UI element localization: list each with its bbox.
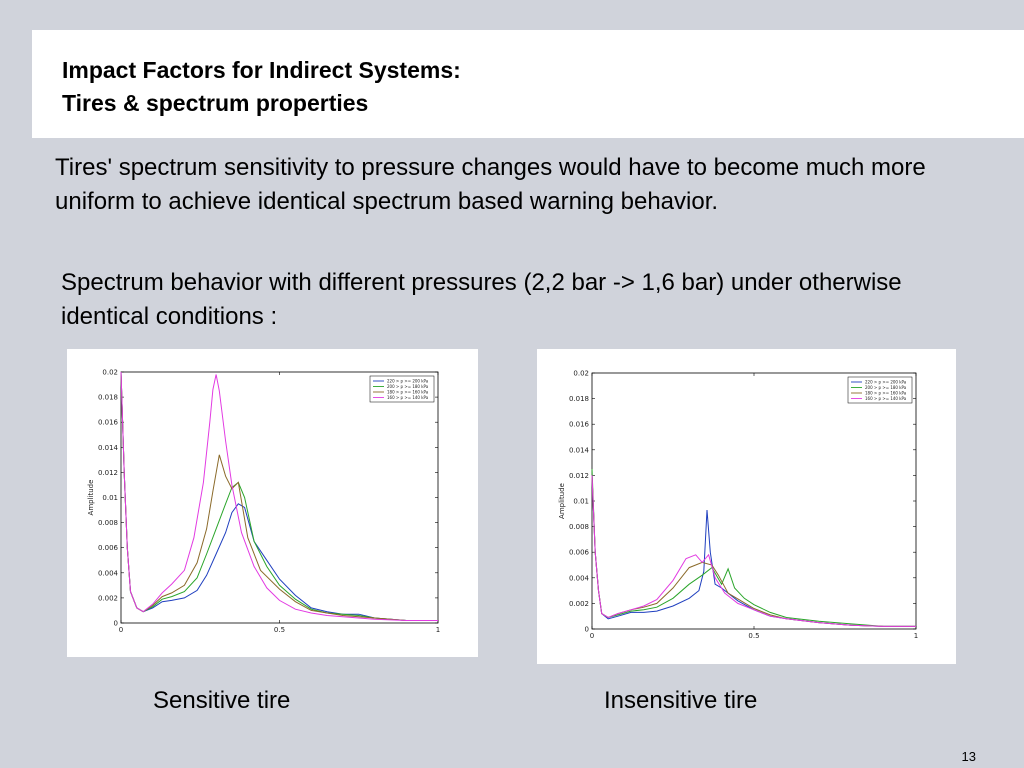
legend-entry-label: 200 > p >= 180 kPa bbox=[865, 385, 907, 390]
y-axis-label: Amplitude bbox=[87, 480, 95, 516]
y-tick-label: 0.02 bbox=[102, 369, 118, 377]
slide-title-line-2: Tires & spectrum properties bbox=[62, 90, 369, 116]
x-tick-label: 0 bbox=[119, 626, 123, 634]
chart-insensitive-tire: 0 0.002 0.004 0.006 0.008 0.01 0.012 0.014 0.016… bbox=[537, 349, 956, 664]
caption-sensitive-tire: Sensitive tire bbox=[153, 687, 291, 714]
y-tick-label: 0.016 bbox=[569, 421, 590, 429]
caption-insensitive-tire: Insensitive tire bbox=[604, 687, 758, 714]
title-band bbox=[32, 30, 1024, 138]
y-tick-label: 0.01 bbox=[102, 494, 118, 502]
x-tick-label: 0.5 bbox=[274, 626, 285, 634]
y-tick-label: 0.012 bbox=[98, 469, 118, 477]
legend-entry-label: 180 > p >= 160 kPa bbox=[387, 389, 429, 394]
y-tick-label: 0.002 bbox=[98, 594, 118, 602]
paragraph-sensitivity: Tires' spectrum sensitivity to pressure … bbox=[55, 154, 926, 215]
x-tick-label: 0.5 bbox=[748, 632, 759, 640]
y-tick-label: 0 bbox=[114, 620, 118, 628]
x-tick-label: 0 bbox=[590, 632, 594, 640]
y-tick-label: 0.018 bbox=[98, 394, 118, 402]
x-tick-label: 1 bbox=[436, 626, 440, 634]
y-tick-label: 0.02 bbox=[573, 370, 589, 378]
y-tick-label: 0.01 bbox=[573, 498, 589, 506]
y-tick-label: 0.004 bbox=[98, 569, 119, 577]
paragraph-spectrum-behavior: Spectrum behavior with different pressur… bbox=[61, 269, 902, 330]
legend-entry-label: 220 > p >= 200 kPa bbox=[865, 379, 907, 384]
y-tick-label: 0.004 bbox=[569, 574, 590, 582]
y-axis-label: Amplitude bbox=[558, 483, 566, 519]
series-line-4 bbox=[120, 371, 438, 621]
y-tick-label: 0.006 bbox=[569, 549, 590, 557]
slide-title-line-1: Impact Factors for Indirect Systems: bbox=[62, 57, 461, 83]
y-tick-label: 0.014 bbox=[569, 446, 590, 454]
chart-insensitive-tire-svg: 0 0.002 0.004 0.006 0.008 0.01 0.012 0.014 0.016… bbox=[558, 370, 918, 641]
legend-entry-label: 160 > p >= 140 kPa bbox=[387, 395, 429, 400]
legend-entry-label: 180 > p >= 160 kPa bbox=[865, 390, 907, 395]
x-tick-label: 1 bbox=[914, 632, 918, 640]
legend-entry-label: 200 > p >= 180 kPa bbox=[387, 384, 429, 389]
series-line-4 bbox=[591, 475, 916, 627]
y-tick-label: 0.008 bbox=[98, 519, 118, 527]
page-number: 13 bbox=[961, 749, 976, 764]
y-tick-label: 0 bbox=[585, 626, 589, 634]
y-tick-label: 0.012 bbox=[569, 472, 589, 480]
y-tick-label: 0.008 bbox=[569, 523, 589, 531]
y-tick-label: 0.006 bbox=[98, 544, 119, 552]
y-tick-label: 0.002 bbox=[569, 600, 589, 608]
y-tick-label: 0.018 bbox=[569, 395, 589, 403]
legend-entry-label: 220 > p >= 200 kPa bbox=[387, 378, 429, 383]
y-tick-label: 0.016 bbox=[98, 419, 119, 427]
legend-entry-label: 160 > p >= 140 kPa bbox=[865, 396, 907, 401]
y-tick-label: 0.014 bbox=[98, 444, 119, 452]
plot-frame bbox=[591, 372, 917, 630]
chart-sensitive-tire: 0 0.002 0.004 0.006 0.008 0.01 0.012 0.014 0.016… bbox=[67, 349, 478, 657]
chart-sensitive-tire-svg: 0 0.002 0.004 0.006 0.008 0.01 0.012 0.014 0.016… bbox=[87, 369, 440, 635]
